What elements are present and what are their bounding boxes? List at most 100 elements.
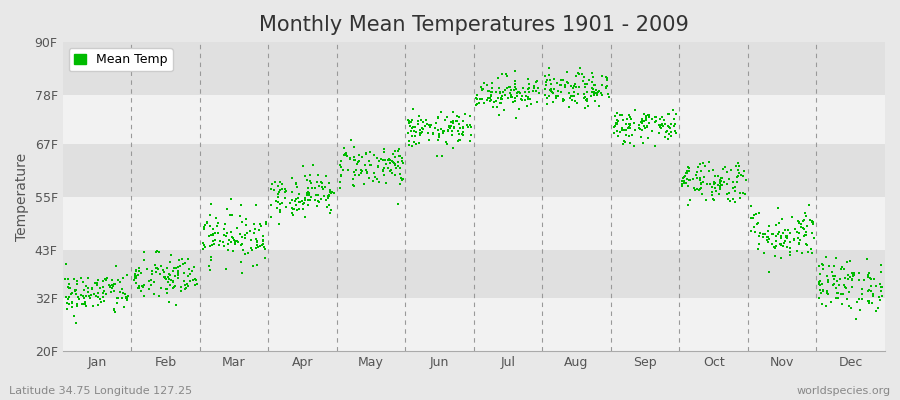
Point [769,233,783,239]
Point [89,293,104,300]
Point [370,176,384,182]
Point [564,83,579,90]
Point [186,263,201,270]
Point [273,186,287,193]
Point [202,233,216,239]
Point [750,221,764,227]
Point [442,123,456,130]
Point [115,294,130,301]
Point [69,320,84,326]
Point [407,138,421,145]
Point [453,136,467,143]
Point [498,92,512,98]
Point [755,234,770,240]
Point [841,296,855,302]
Point [159,275,174,282]
Point [80,289,94,295]
Point [829,295,843,301]
Point [235,219,249,226]
Point [511,106,526,112]
Point [580,97,594,104]
Point [495,92,509,99]
Point [264,202,278,208]
Point [494,95,508,101]
Point [581,77,596,83]
Text: worldspecies.org: worldspecies.org [796,386,891,396]
Point [572,64,587,71]
Point [89,282,104,288]
Point [707,197,722,204]
Point [63,285,77,291]
Point [680,176,695,183]
Point [95,290,110,296]
Point [354,167,368,173]
Point [61,301,76,308]
Point [233,213,248,219]
Point [516,85,530,91]
Point [487,99,501,106]
Point [202,262,217,269]
Point [405,117,419,123]
Point [459,122,473,128]
Point [652,116,667,122]
Point [392,146,407,152]
Point [70,302,85,309]
Point [620,116,634,122]
Point [88,280,103,286]
Point [660,129,674,136]
Point [805,218,819,224]
Point [356,181,371,188]
Point [571,91,585,98]
Point [172,257,186,263]
Point [683,196,698,203]
Point [403,118,418,125]
Point [760,234,775,240]
Point [616,117,630,123]
Point [509,93,524,99]
Point [248,236,263,242]
Point [76,279,90,286]
Point [595,91,609,98]
Point [120,297,134,303]
Point [445,123,459,129]
Point [853,306,868,313]
Point [406,124,420,130]
Point [787,236,801,243]
Point [285,197,300,204]
Point [799,213,814,219]
Point [121,293,135,299]
Point [349,167,364,173]
Point [562,95,577,101]
Point [518,89,532,95]
Point [187,275,202,282]
Point [789,229,804,236]
Point [309,192,323,198]
Point [611,118,625,124]
Point [136,284,150,290]
Point [171,268,185,274]
Point [355,168,369,174]
Point [502,84,517,90]
Point [102,282,116,288]
Point [641,112,655,119]
Point [137,257,151,264]
Point [792,236,806,243]
Point [76,292,91,299]
Point [100,275,114,282]
Point [554,81,569,88]
Point [585,89,599,95]
Point [67,276,81,282]
Point [243,228,257,234]
Point [303,180,318,186]
Point [258,246,273,252]
Point [874,268,888,275]
Point [391,159,405,165]
Point [729,178,743,185]
Point [728,188,742,194]
Point [689,175,704,181]
Point [618,127,633,134]
Point [333,162,347,168]
Point [635,118,650,124]
Point [751,220,765,226]
Point [627,120,642,126]
